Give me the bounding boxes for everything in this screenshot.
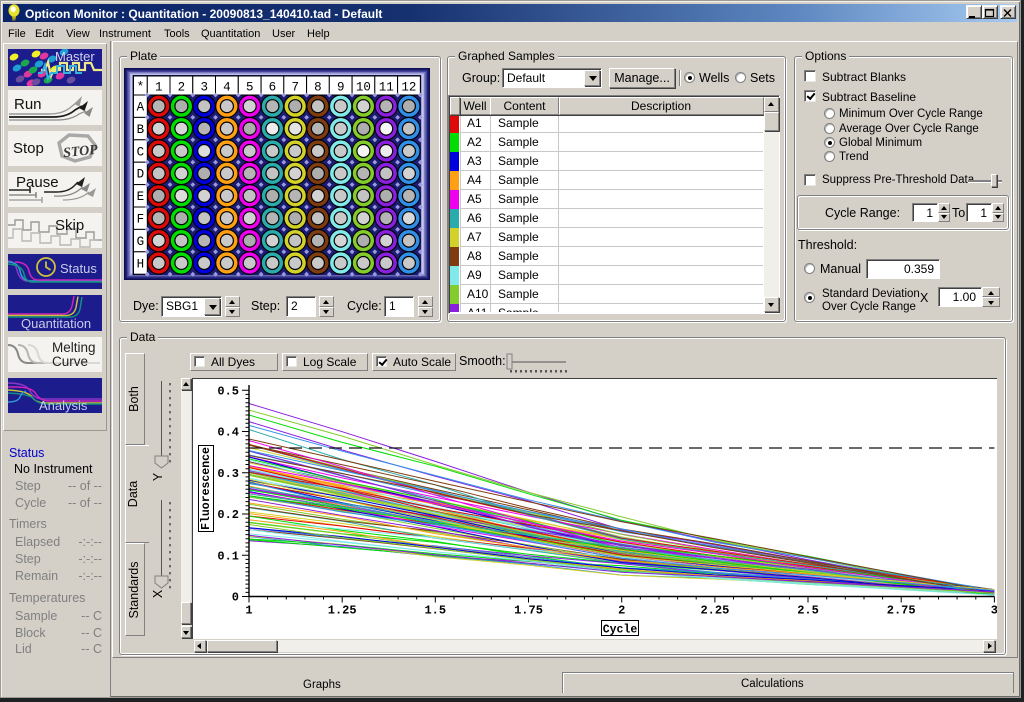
svg-text:Y: Y [152, 472, 165, 481]
svg-text:0.4: 0.4 [217, 426, 239, 440]
svg-text:0: 0 [232, 591, 239, 605]
svg-text:H: H [137, 257, 145, 271]
svg-text:11: 11 [379, 81, 394, 95]
svg-text:Fluorescence: Fluorescence [200, 447, 213, 530]
svg-text:D: D [137, 168, 145, 182]
svg-text:E: E [137, 190, 145, 204]
svg-text:10: 10 [356, 81, 371, 95]
svg-text:Skip: Skip [55, 217, 84, 234]
svg-text:1: 1 [245, 604, 252, 618]
svg-text:7: 7 [291, 81, 299, 95]
svg-text:Analysis: Analysis [39, 398, 88, 413]
svg-text:2.25: 2.25 [700, 604, 729, 618]
svg-text:Melting: Melting [52, 340, 96, 355]
svg-text:1.25: 1.25 [328, 604, 357, 618]
svg-text:Run: Run [14, 96, 42, 113]
svg-text:2: 2 [178, 81, 186, 95]
svg-text:Cycle: Cycle [603, 624, 638, 637]
svg-text:X: X [152, 589, 165, 598]
svg-text:Quantitation: Quantitation [21, 316, 91, 331]
svg-text:0.5: 0.5 [217, 384, 239, 398]
svg-text:*: * [137, 81, 145, 95]
svg-text:A: A [137, 101, 145, 115]
svg-text:0.2: 0.2 [217, 508, 239, 522]
svg-text:Curve: Curve [52, 354, 88, 369]
svg-text:1.75: 1.75 [514, 604, 543, 618]
svg-text:G: G [137, 235, 145, 249]
svg-text:0.1: 0.1 [217, 549, 239, 563]
svg-text:Master: Master [55, 49, 95, 64]
svg-text:1: 1 [155, 81, 163, 95]
svg-text:3: 3 [991, 604, 997, 618]
svg-text:2.5: 2.5 [797, 604, 819, 618]
svg-text:5: 5 [246, 81, 254, 95]
svg-text:12: 12 [401, 81, 416, 95]
svg-text:8: 8 [314, 81, 322, 95]
svg-text:Stop: Stop [13, 140, 44, 157]
svg-text:2.75: 2.75 [887, 604, 916, 618]
svg-text:1.5: 1.5 [424, 604, 446, 618]
svg-text:F: F [137, 213, 145, 227]
svg-text:6: 6 [269, 81, 277, 95]
svg-text:2: 2 [618, 604, 625, 618]
svg-text:B: B [137, 123, 145, 137]
svg-text:Status: Status [60, 261, 97, 276]
svg-text:0.3: 0.3 [217, 467, 239, 481]
svg-text:STOP: STOP [62, 143, 99, 162]
svg-text:C: C [137, 145, 145, 159]
svg-text:4: 4 [223, 81, 231, 95]
svg-text:Pause: Pause [16, 174, 59, 191]
svg-text:9: 9 [337, 81, 345, 95]
svg-text:3: 3 [200, 81, 208, 95]
